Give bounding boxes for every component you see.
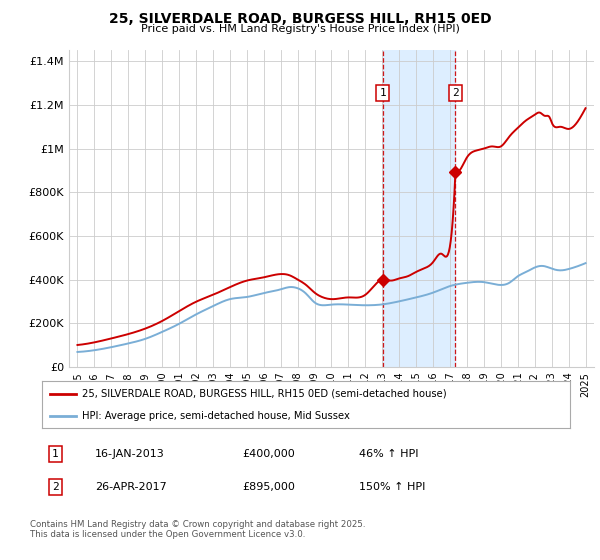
Text: 1: 1: [52, 449, 59, 459]
Text: £895,000: £895,000: [242, 482, 296, 492]
Text: 25, SILVERDALE ROAD, BURGESS HILL, RH15 0ED: 25, SILVERDALE ROAD, BURGESS HILL, RH15 …: [109, 12, 491, 26]
Text: Price paid vs. HM Land Registry's House Price Index (HPI): Price paid vs. HM Land Registry's House …: [140, 24, 460, 34]
Text: £400,000: £400,000: [242, 449, 295, 459]
Text: 26-APR-2017: 26-APR-2017: [95, 482, 167, 492]
Text: Contains HM Land Registry data © Crown copyright and database right 2025.
This d: Contains HM Land Registry data © Crown c…: [30, 520, 365, 539]
Bar: [383, 50, 455, 367]
Text: 2: 2: [52, 482, 59, 492]
Text: 2: 2: [452, 88, 459, 98]
Text: 16-JAN-2013: 16-JAN-2013: [95, 449, 164, 459]
Text: 25, SILVERDALE ROAD, BURGESS HILL, RH15 0ED (semi-detached house): 25, SILVERDALE ROAD, BURGESS HILL, RH15 …: [82, 389, 446, 399]
Text: 46% ↑ HPI: 46% ↑ HPI: [359, 449, 418, 459]
Text: 1: 1: [380, 88, 386, 98]
Text: HPI: Average price, semi-detached house, Mid Sussex: HPI: Average price, semi-detached house,…: [82, 410, 349, 421]
Text: 150% ↑ HPI: 150% ↑ HPI: [359, 482, 425, 492]
